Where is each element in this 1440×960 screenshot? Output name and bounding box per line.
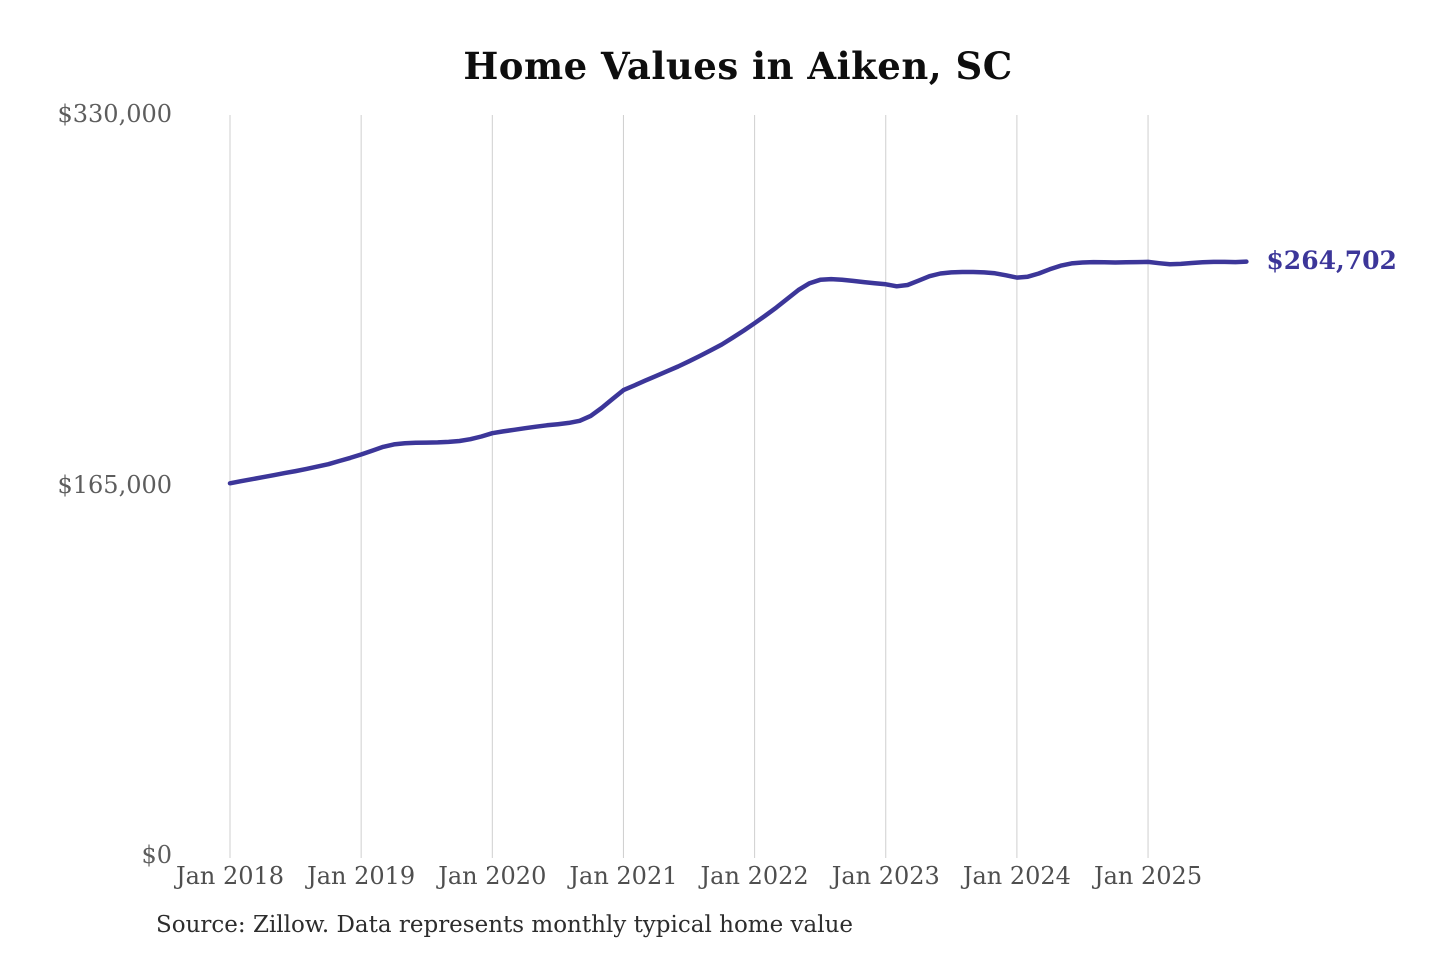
x-axis-label: Jan 2025 — [1094, 862, 1203, 890]
home-value-line — [227, 259, 1249, 486]
x-axis-label: Jan 2021 — [569, 862, 678, 890]
y-axis-label: $0 — [141, 841, 172, 869]
source-note: Source: Zillow. Data represents monthly … — [156, 912, 854, 938]
x-axis-label: Jan 2023 — [831, 862, 940, 890]
x-axis-label: Jan 2022 — [700, 862, 809, 890]
y-axis-label: $330,000 — [57, 100, 172, 128]
chart-title: Home Values in Aiken, SC — [463, 44, 1013, 88]
y-axis-label: $165,000 — [57, 470, 172, 499]
x-axis-label: Jan 2020 — [438, 862, 547, 890]
latest-value-label: $264,702 — [1266, 245, 1397, 275]
x-axis-label: Jan 2018 — [175, 862, 285, 890]
x-axis-label: Jan 2024 — [962, 862, 1071, 890]
x-axis-label: Jan 2019 — [307, 862, 416, 890]
